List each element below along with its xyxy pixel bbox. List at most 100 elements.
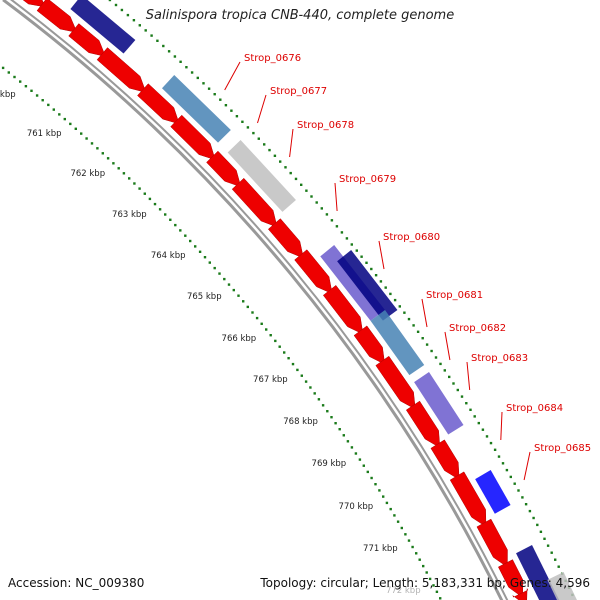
tick-dot-inner [269,334,272,337]
tick-dot-inner [164,213,167,216]
tick-dot-outer [501,462,505,465]
tick-dot-inner [422,564,425,568]
tick-dot-outer [241,120,244,123]
cds-arrow [137,83,180,125]
tick-dot-outer [230,109,233,112]
cds-arrow [231,177,278,228]
cds-arrow [22,0,46,8]
genome-backbone [2,0,509,600]
tick-dot-outer [108,0,112,2]
tick-dot-outer [315,201,318,204]
kbp-label: 763 kbp [112,210,147,220]
tick-dot-outer [120,8,124,12]
tick-dot-inner [287,357,290,360]
gene-label-leader [500,411,503,441]
cds-arrow [68,23,106,57]
cds-arrow [430,439,460,481]
tick-dot-outer [473,415,476,418]
tick-dot-inner [218,272,221,275]
tick-dot-outer [284,166,287,169]
tick-dot-outer [407,317,411,321]
accession-label: Accession: [8,576,72,590]
gene-labels: Strop_0676 Strop_0677 Strop_0678 Strop_0679… [224,53,591,481]
tick-dot-inner [404,533,407,536]
tick-dot-outer [263,143,266,146]
tick-dot-inner [393,514,396,517]
tick-dot-outer [554,558,557,561]
tick-dot-outer [325,213,329,216]
tick-dot-outer [273,154,277,157]
tick-dot-inner [265,328,268,331]
tick-dot-inner [153,202,157,206]
tick-dot-outer [403,311,406,314]
tick-dot-inner [411,545,414,549]
tick-dot-outer [539,530,543,533]
gene-label-leader [466,361,471,391]
tick-dot-outer [190,71,194,74]
tick-dot-inner [354,452,358,455]
tick-dot-outer [235,115,239,118]
gene-label: Strop_0678 [297,120,354,131]
tick-dot-outer [224,104,228,107]
tick-dot-outer [546,544,550,547]
tick-dot-inner [321,404,325,407]
tick-dot-inner [58,113,61,116]
tick-dot-outer [185,66,188,69]
tick-dot-outer [452,382,455,385]
cds-arrow [294,249,333,295]
feature-block-silver [547,572,577,600]
tick-dot-outer [379,280,383,283]
tick-dot-inner [223,277,226,281]
tick-dot-inner [1,66,5,70]
inner-tick-dots [1,66,442,600]
tick-dot-outer [335,225,339,228]
tick-dot-outer [252,131,255,135]
tick-dot-outer [448,375,451,379]
tick-dot-outer [536,523,539,527]
tick-dot-inner [19,80,22,83]
tick-dot-inner [208,261,211,264]
tick-dot-inner [378,489,381,492]
tick-dot-inner [278,345,281,348]
feature-block-navy [70,0,136,54]
tick-dot-outer [126,13,130,17]
kbp-label: 771 kbp [363,544,398,554]
tick-dot-inner [346,440,350,443]
tick-dot-inner [179,229,182,232]
feature-track [70,0,577,600]
tick-dot-outer [246,126,250,129]
tick-dot-inner [366,470,369,474]
feature-block-navy [516,545,560,600]
gene-label-leader [421,298,428,328]
tick-dot-inner [30,89,33,92]
tick-dot-inner [415,552,418,555]
tick-dot-inner [400,526,403,530]
kbp-label: 769 kbp [312,459,347,469]
tick-dot-outer [330,219,334,222]
tick-dot-outer [305,189,308,192]
gene-label: Strop_0683 [471,353,528,364]
gene-label: Strop_0682 [449,323,506,334]
tick-dot-outer [268,148,271,152]
tick-dot-inner [174,223,177,227]
kbp-label: 765 kbp [187,292,222,302]
cds-arrow [36,0,78,33]
tick-dot-outer [202,82,205,85]
tick-dot-outer [434,356,438,359]
gene-label: Strop_0679 [339,174,396,185]
tick-dot-outer [162,44,165,48]
tick-dot-outer [374,274,378,277]
tick-dot-inner [260,322,263,325]
gene-label-leader [289,128,294,158]
tick-dot-outer [557,565,560,568]
tick-dot-outer [213,93,216,96]
tick-dot-outer [469,408,472,411]
cds-arrow [512,588,529,600]
gene-label: Strop_0677 [270,86,327,97]
tick-dot-inner [117,167,120,170]
tick-dot-outer [156,39,159,42]
cds-arrow [405,400,441,449]
tick-dot-outer [524,503,528,506]
tick-dot-outer [360,255,363,258]
